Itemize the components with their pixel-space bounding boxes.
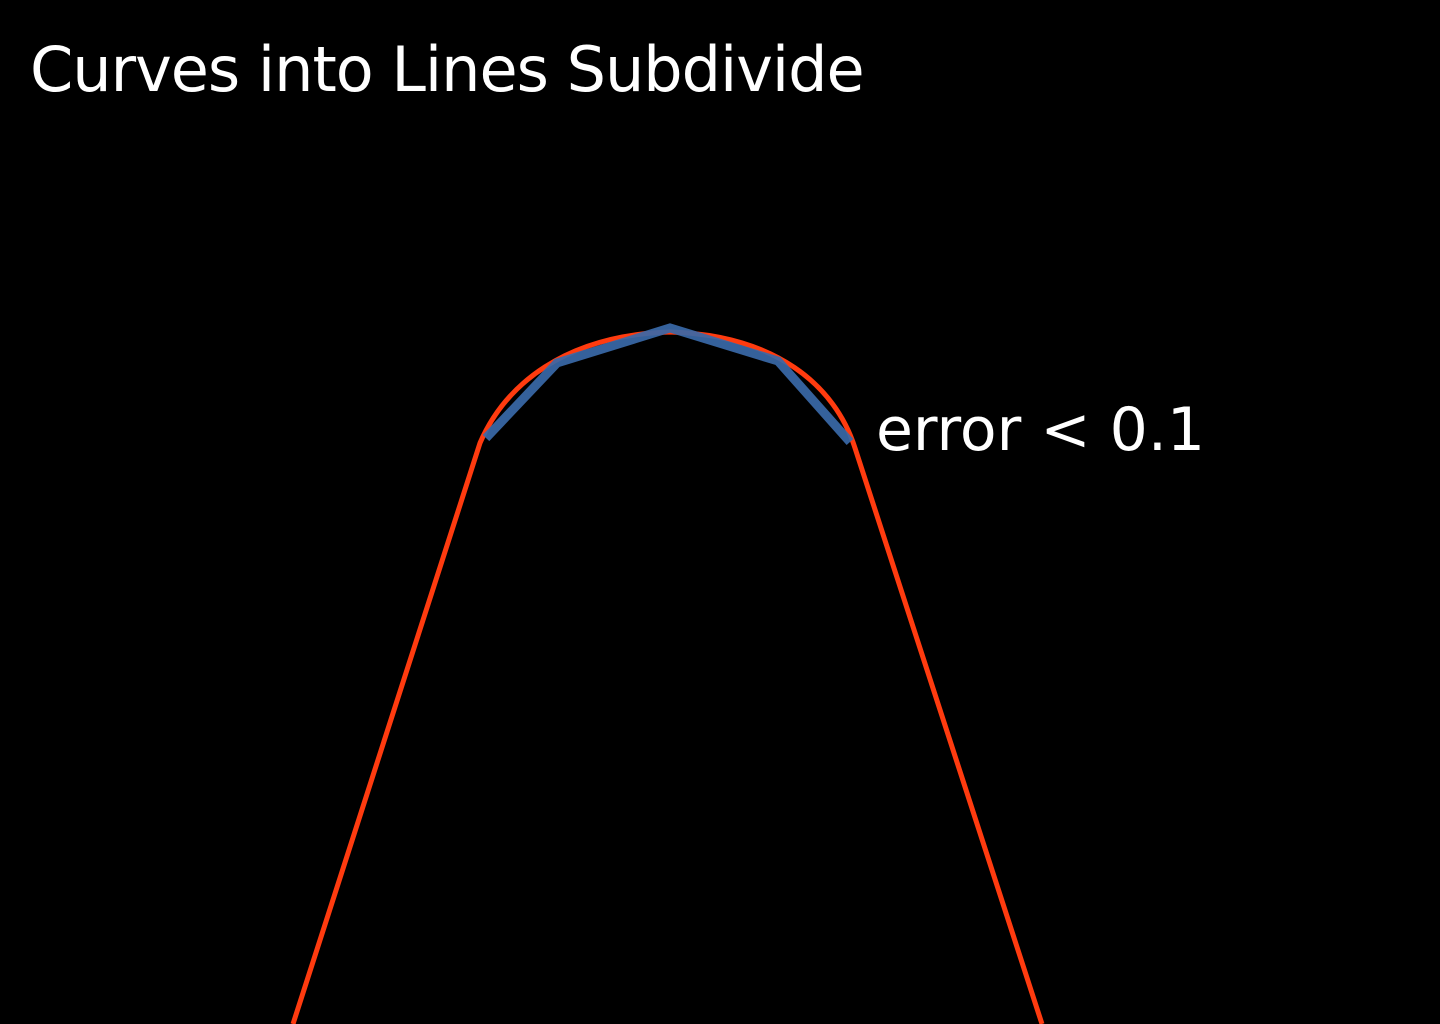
slide-title: Curves into Lines Subdivide [30,33,865,106]
subdivided-polyline [482,323,854,445]
error-tolerance-label: error < 0.1 [876,395,1206,465]
